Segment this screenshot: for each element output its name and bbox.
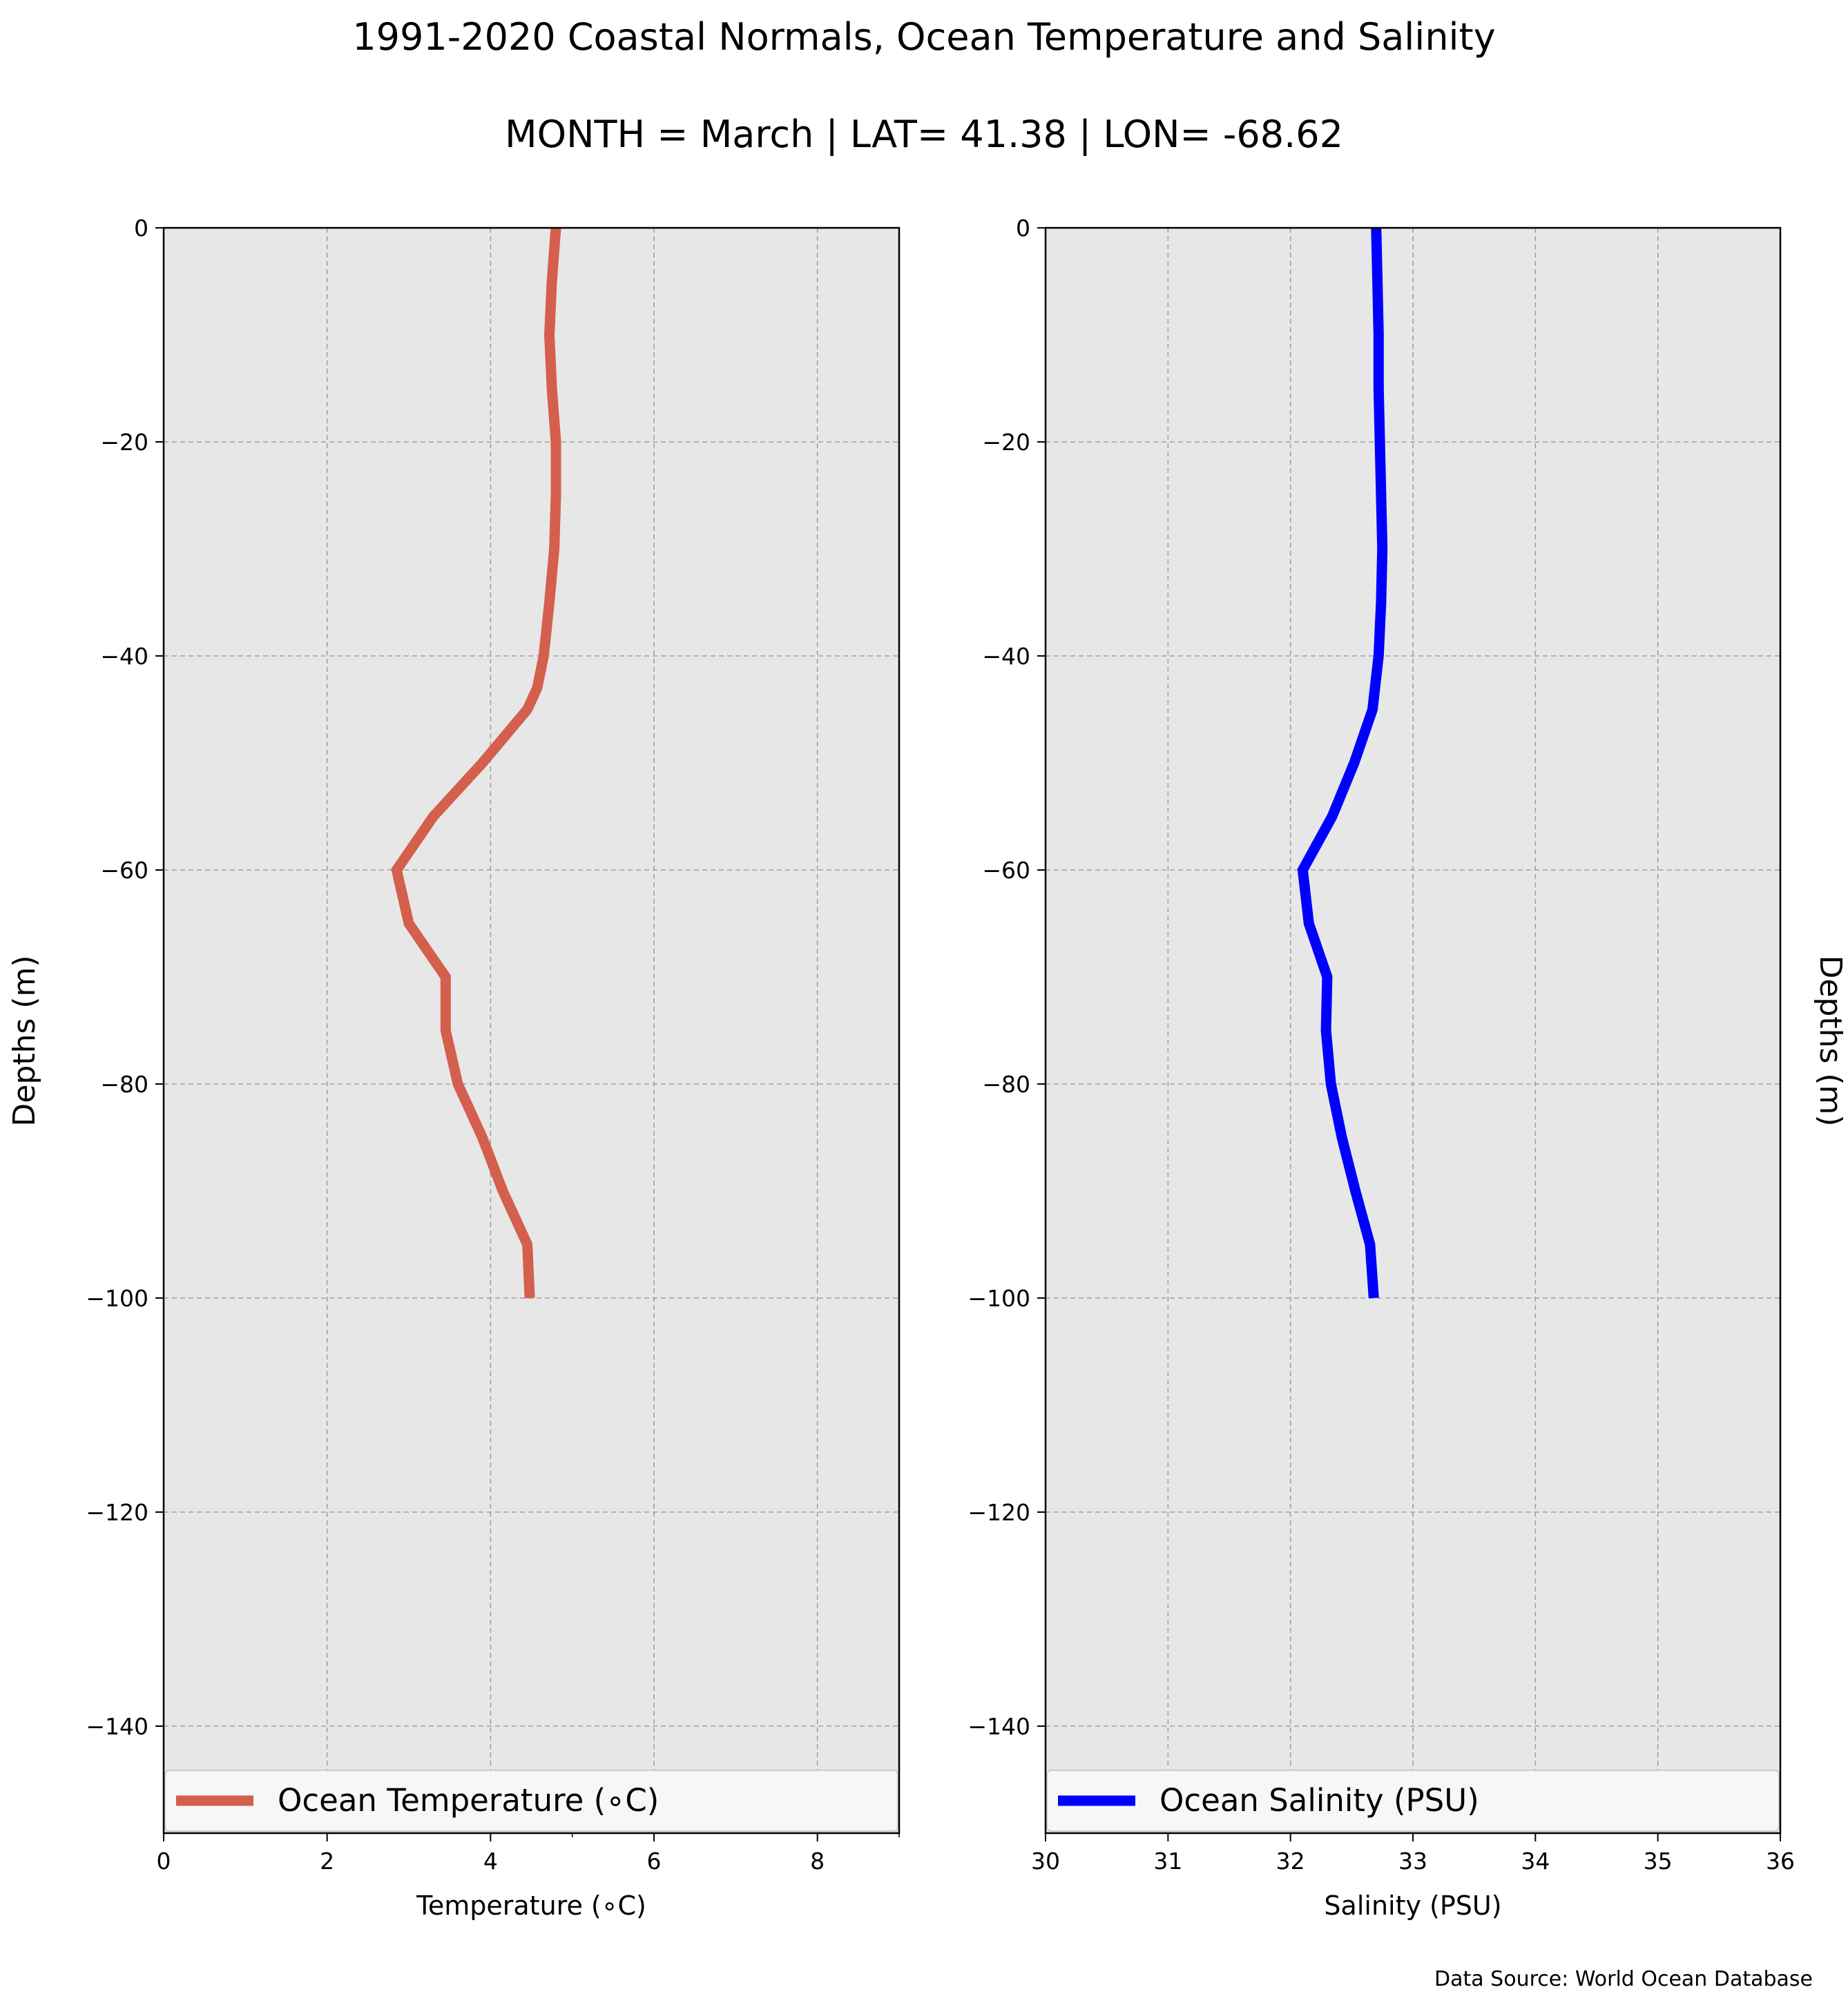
x-axis: 0 2 4 6 8 Temperature (∘C) bbox=[157, 1833, 900, 1921]
x-tick-label: 8 bbox=[810, 1848, 825, 1875]
legend: Ocean Temperature (∘C) bbox=[164, 1770, 898, 1832]
y-tick-label: −60 bbox=[100, 857, 148, 884]
y-tick-label: −120 bbox=[968, 1499, 1030, 1526]
x-tick-label: 2 bbox=[320, 1848, 334, 1875]
x-axis: 30 31 32 33 34 35 36 Salinity (PSU) bbox=[1031, 1833, 1795, 1921]
y-tick-label: −140 bbox=[86, 1713, 148, 1740]
y-tick-label: −40 bbox=[100, 643, 148, 670]
series-line bbox=[1297, 227, 1388, 1299]
y-tick-label: −140 bbox=[968, 1713, 1030, 1740]
x-tick-label: 4 bbox=[483, 1848, 498, 1875]
x-axis-label: Temperature (∘C) bbox=[416, 1890, 646, 1921]
x-tick-label: 35 bbox=[1644, 1848, 1673, 1875]
axes-frame bbox=[162, 226, 901, 1835]
y-tick-label: −20 bbox=[100, 429, 148, 456]
x-tick-label: 34 bbox=[1521, 1848, 1550, 1875]
x-tick-label: 0 bbox=[157, 1848, 171, 1875]
chart-subtitle: MONTH = March | LAT= 41.38 | LON= -68.62 bbox=[505, 113, 1343, 156]
x-tick-label: 33 bbox=[1398, 1848, 1427, 1875]
plot-area bbox=[164, 228, 899, 1833]
y-tick-label: −60 bbox=[982, 857, 1030, 884]
legend-label: Ocean Temperature (∘C) bbox=[278, 1782, 659, 1819]
salinity-panel: Ocean Salinity (PSU) 30 31 32 33 34 35 36 Salini… bbox=[968, 215, 1848, 1921]
y-axis: 0 −20 −40 −60 −80 −100 −120 −140 Depths (m) bbox=[968, 215, 1848, 1740]
x-axis-label: Salinity (PSU) bbox=[1324, 1890, 1501, 1921]
x-tick-label: 32 bbox=[1276, 1848, 1305, 1875]
x-tick-label: 6 bbox=[647, 1848, 662, 1875]
y-axis-label: Depths (m) bbox=[7, 955, 42, 1126]
y-tick-label: −120 bbox=[86, 1499, 148, 1526]
y-tick-label: −40 bbox=[982, 643, 1030, 670]
y-axis-label: Depths (m) bbox=[1813, 955, 1848, 1126]
grid-lines bbox=[163, 227, 899, 1833]
legend-box bbox=[164, 1770, 898, 1832]
legend-label: Ocean Salinity (PSU) bbox=[1159, 1782, 1479, 1819]
legend-box bbox=[1046, 1770, 1780, 1832]
y-tick-label: 0 bbox=[134, 215, 148, 242]
y-tick-label: −80 bbox=[982, 1071, 1030, 1098]
y-tick-label: −100 bbox=[968, 1285, 1030, 1312]
chart-title: 1991-2020 Coastal Normals, Ocean Tempera… bbox=[352, 15, 1495, 59]
temperature-panel: Ocean Temperature (∘C) 0 2 4 6 8 Temperature (… bbox=[7, 215, 901, 1921]
legend: Ocean Salinity (PSU) bbox=[1046, 1770, 1780, 1832]
y-tick-label: −100 bbox=[86, 1285, 148, 1312]
x-tick-label: 30 bbox=[1031, 1848, 1060, 1875]
y-tick-label: −80 bbox=[100, 1071, 148, 1098]
series-line bbox=[391, 227, 561, 1299]
x-tick-label: 36 bbox=[1766, 1848, 1795, 1875]
y-axis: 0 −20 −40 −60 −80 −100 −120 −140 Depths (m) bbox=[7, 215, 164, 1740]
data-source-note: Data Source: World Ocean Database bbox=[1434, 1967, 1813, 1991]
y-tick-label: 0 bbox=[1016, 215, 1030, 242]
y-tick-label: −20 bbox=[982, 429, 1030, 456]
x-tick-label: 31 bbox=[1153, 1848, 1182, 1875]
